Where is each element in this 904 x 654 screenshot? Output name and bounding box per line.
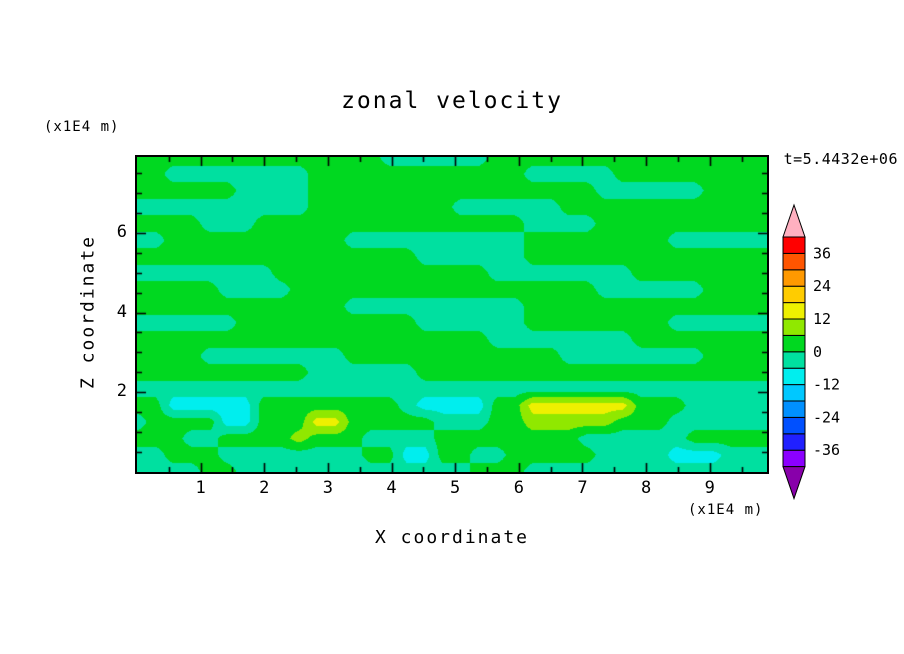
colorbar-tick-label: 12	[813, 310, 831, 328]
colorbar-segment	[782, 318, 806, 336]
colorbar-segment	[782, 416, 806, 435]
x-tick-label: 1	[195, 478, 206, 498]
colorbar-segment	[782, 334, 806, 353]
x-axis-unit-label: (x1E4 m)	[688, 502, 764, 518]
colorbar-segment	[782, 236, 806, 254]
time-annotation: t=5.4432e+06	[783, 150, 898, 168]
x-axis-label: X coordinate	[374, 527, 530, 548]
x-tick-label: 8	[640, 478, 652, 498]
colorbar-segment	[782, 433, 806, 451]
colorbar-segment	[782, 302, 806, 320]
colorbar-tick-label: -36	[813, 441, 840, 459]
x-tick-label: 6	[513, 478, 524, 498]
colorbar-segment	[782, 252, 806, 271]
contour-field-canvas	[137, 157, 767, 472]
colorbar-tick-label: 0	[813, 343, 822, 361]
x-tick-label: 2	[259, 478, 270, 498]
z-tick-label: 2	[116, 381, 127, 402]
colorbar-segment	[782, 449, 806, 468]
colorbar-segment	[782, 384, 806, 402]
x-tick-label: 9	[704, 478, 715, 498]
colorbar-tick-label: -24	[813, 408, 840, 426]
x-tick-label: 4	[386, 478, 397, 498]
colorbar-tick-label: -12	[813, 376, 840, 394]
colorbar-over-arrow	[782, 203, 806, 238]
colorbar-segment	[782, 351, 806, 369]
x-tick-label: 7	[577, 478, 588, 498]
colorbar-segment	[782, 285, 806, 304]
x-tick-label: 3	[322, 478, 334, 498]
z-axis-unit-label: (x1E4 m)	[44, 119, 120, 135]
colorbar-segment	[782, 269, 806, 287]
colorbar-segment	[782, 367, 806, 386]
x-tick-label: 5	[450, 478, 461, 498]
plot-title: zonal velocity	[341, 88, 563, 114]
colorbar-tick-label: 36	[813, 244, 831, 262]
z-axis-label: Z coordinate	[77, 234, 99, 390]
colorbar: 36 24 12 0 -12 -24 -36	[782, 203, 840, 501]
z-tick-label: 4	[116, 301, 127, 322]
plot-area-frame	[135, 155, 769, 474]
colorbar-segment	[782, 400, 806, 418]
colorbar-tick-label: 24	[813, 277, 831, 295]
colorbar-under-arrow	[782, 466, 806, 501]
z-tick-label: 6	[116, 221, 127, 242]
